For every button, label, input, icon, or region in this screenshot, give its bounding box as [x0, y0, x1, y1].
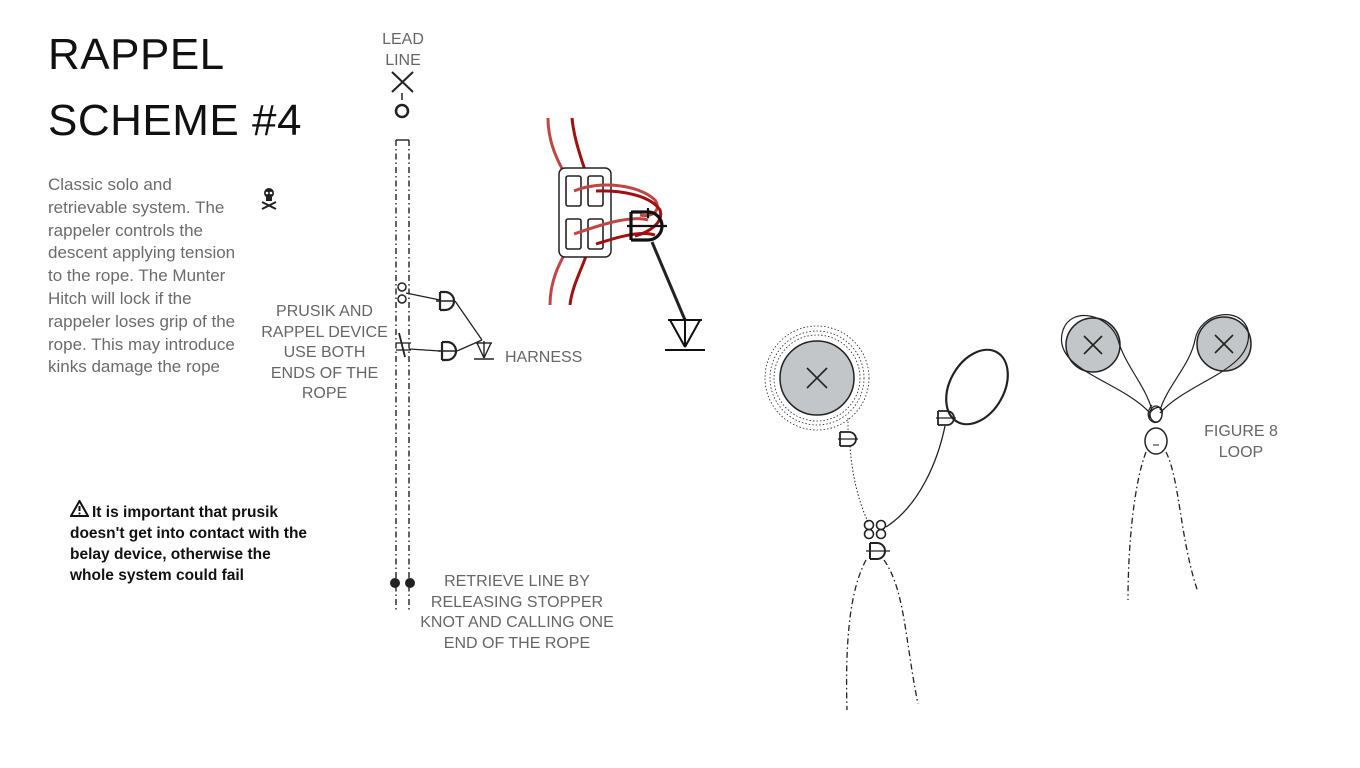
retrieve-label-4: END OF THE ROPE — [443, 634, 591, 652]
warning-triangle-icon — [69, 498, 90, 523]
prusik-label: PRUSIK AND RAPPEL DEVICE USE BOTH ENDS O… — [252, 302, 397, 405]
ring-icon — [394, 103, 410, 119]
carabiner-icon — [866, 542, 890, 560]
rappel-device-detail — [546, 117, 705, 351]
carabiner-icon — [436, 290, 458, 362]
title-line-1: RAPPEL — [48, 30, 225, 79]
warning-text: It is important that prusik doesn't get … — [70, 504, 308, 584]
figure8-label-1: FIGURE 8 — [1204, 423, 1278, 440]
warning-note: It is important that prusik doesn't get … — [69, 498, 310, 586]
lead-line-label-1: LEAD — [382, 31, 424, 48]
title-line-2: SCHEME #4 — [48, 96, 302, 145]
description-text: Classic solo and retrievable system. The… — [48, 175, 236, 377]
carabiner-icon — [838, 431, 858, 447]
figure8-label: FIGURE 8 LOOP — [1195, 422, 1287, 463]
figure-8-loop — [1144, 427, 1168, 455]
retrieve-label: RETRIEVE LINE BY RELEASING STOPPER KNOT … — [408, 572, 626, 654]
harness-icon — [665, 318, 705, 351]
anchor-setup-right — [1060, 314, 1252, 601]
prusik-label-1: PRUSIK AND — [276, 303, 373, 320]
carabiner-icon — [936, 410, 956, 426]
lead-line-label: LEAD LINE — [370, 30, 436, 71]
sling-loop — [945, 348, 1009, 426]
lead-line-label-2: LINE — [385, 51, 421, 69]
retrieve-label-2: RELEASING STOPPER — [430, 593, 604, 611]
lead-line-schematic — [390, 71, 494, 610]
stopper-knot — [390, 578, 400, 588]
retrieve-label-1: RETRIEVE LINE BY — [444, 573, 590, 590]
prusik-label-2: RAPPEL DEVICE — [261, 323, 388, 341]
retrieve-label-3: KNOT AND CALLING ONE — [420, 614, 614, 631]
prusik-label-4: ENDS OF THE — [270, 364, 379, 382]
figure-8-knot — [863, 519, 887, 540]
harness-icon — [474, 341, 494, 360]
anchor-setup-left — [764, 325, 1009, 711]
page-title: RAPPEL SCHEME #4 — [48, 22, 302, 154]
stopper-knot — [405, 578, 415, 588]
harness-label: HARNESS — [505, 349, 583, 366]
carabiner-icon — [627, 208, 667, 242]
skull-crossbones-icon — [261, 188, 277, 210]
prusik-label-3: USE BOTH — [283, 344, 366, 361]
prusik-label-5: ROPE — [301, 385, 348, 402]
figure8-label-2: LOOP — [1218, 443, 1264, 461]
